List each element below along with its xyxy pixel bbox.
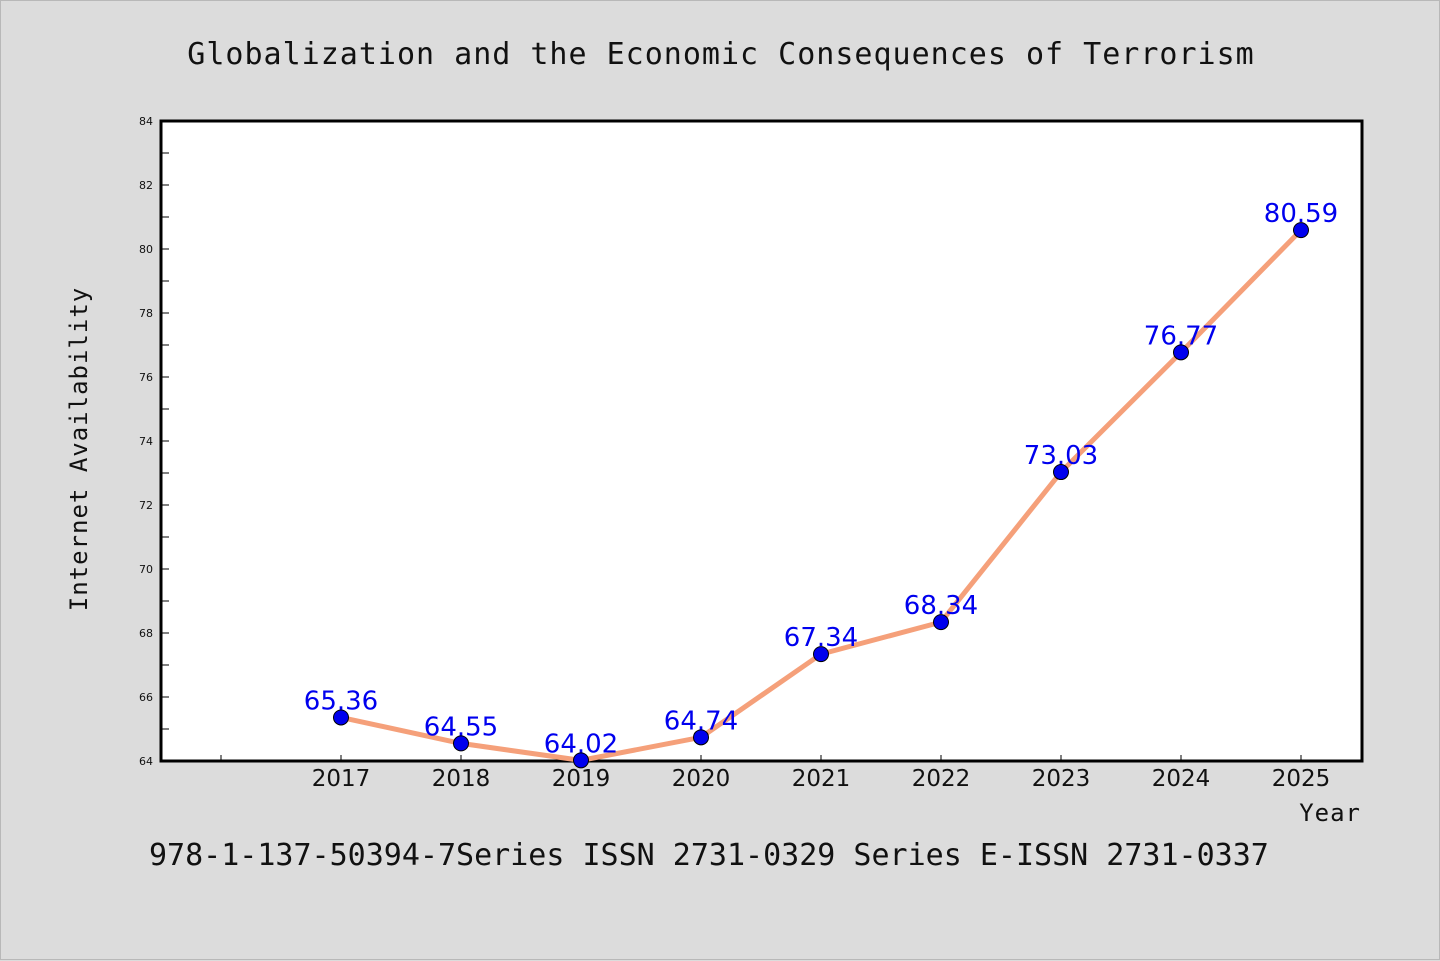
data-point (453, 735, 469, 752)
y-axis-ticks: 64 66 68 70 72 74 76 78 80 82 84 (139, 115, 169, 768)
y-tick-label: 70 (139, 563, 153, 576)
data-label: 80.59 (1264, 199, 1338, 229)
data-labels: 65.36 64.55 64.02 64.74 67.34 68.34 73.03 76.77… (304, 199, 1338, 759)
chart-title: Globalization and the Economic Consequen… (187, 37, 1254, 72)
y-tick-label: 78 (139, 307, 153, 320)
x-tick-label: 2020 (672, 766, 731, 792)
x-tick-label: 2025 (1272, 766, 1331, 792)
x-tick-label: 2021 (792, 766, 851, 792)
y-tick-label: 76 (139, 371, 153, 384)
data-point (813, 646, 829, 663)
y-tick-label: 80 (139, 243, 153, 256)
footer-isbn: 978-1-137-50394-7Series ISSN 2731-0329 S… (149, 838, 1269, 873)
y-tick-label: 84 (139, 115, 153, 128)
series-group (333, 222, 1309, 769)
x-tick-label: 2017 (312, 766, 371, 792)
plot-area (159, 119, 1364, 763)
data-point (1293, 222, 1309, 239)
data-point (333, 709, 349, 726)
x-tick-label: 2018 (432, 766, 491, 792)
y-tick-label: 74 (139, 435, 153, 448)
data-point (573, 752, 589, 769)
x-tick-label: 2024 (1152, 766, 1211, 792)
data-point (933, 614, 949, 631)
x-tick-label: 2019 (552, 766, 611, 792)
data-label: 65.36 (304, 686, 378, 716)
y-tick-label: 82 (139, 179, 153, 192)
x-axis-ticks: 2017 2018 2019 2020 2021 2022 2023 2024 2025 (220, 755, 1331, 792)
data-label: 64.02 (544, 729, 618, 759)
y-tick-label: 64 (139, 755, 153, 768)
x-tick-label: 2022 (912, 766, 971, 792)
y-tick-label: 66 (139, 691, 153, 704)
data-point (1173, 344, 1189, 361)
y-tick-label: 72 (139, 499, 153, 512)
data-label: 76.77 (1144, 321, 1218, 351)
y-tick-label: 68 (139, 627, 153, 640)
data-label: 64.74 (664, 706, 738, 736)
data-label: 67.34 (784, 623, 858, 653)
y-axis-label: Internet Availability (65, 287, 93, 611)
x-tick-label: 2023 (1032, 766, 1091, 792)
data-label: 68.34 (904, 591, 978, 621)
data-label: 73.03 (1024, 441, 1098, 471)
x-axis-label: Year (1299, 799, 1361, 827)
data-label: 64.55 (424, 712, 498, 742)
data-point (1053, 464, 1069, 481)
data-point (693, 729, 709, 746)
